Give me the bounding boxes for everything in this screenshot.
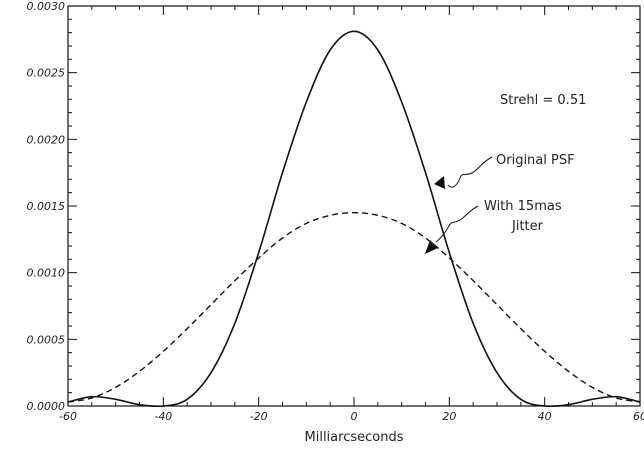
y-tick-label: 0.0015: [27, 200, 66, 213]
x-tick-label: 40: [538, 410, 552, 423]
tick-labels: -60 -40 -20 0 20 40 60 0.0000 0.0005 0.0010 0.0015…: [27, 0, 644, 423]
y-tick-label: 0.0000: [27, 400, 66, 413]
original-psf-arrowhead: [434, 176, 445, 189]
x-tick-label: -40: [154, 410, 172, 423]
y-tick-label: 0.0005: [27, 333, 66, 346]
y-tick-label: 0.0020: [27, 133, 66, 146]
x-tick-label: 60: [633, 410, 644, 423]
y-tick-label: 0.0025: [27, 67, 66, 80]
original-psf-label: Original PSF: [496, 153, 575, 168]
series-layer: [67, 30, 641, 408]
jitter-psf-line: [67, 211, 641, 403]
jitter-arrowhead: [425, 240, 438, 254]
strehl-annotation: Strehl = 0.51: [500, 93, 586, 108]
axis-ticks: [67, 5, 641, 407]
original-psf-arrow: [447, 156, 493, 188]
x-tick-label: -60: [59, 410, 77, 423]
original-psf-line: [67, 30, 641, 408]
x-tick-label: -20: [250, 410, 268, 423]
x-tick-label: 20: [442, 410, 456, 423]
x-axis-title: Milliarcseconds: [305, 430, 404, 445]
jitter-label-line2: Jitter: [511, 219, 544, 234]
y-tick-label: 0.0030: [27, 0, 66, 13]
y-tick-label: 0.0010: [27, 267, 66, 280]
x-tick-label: 0: [351, 410, 358, 423]
jitter-arrow: [435, 205, 479, 243]
jitter-label-line1: With 15mas: [484, 199, 562, 214]
